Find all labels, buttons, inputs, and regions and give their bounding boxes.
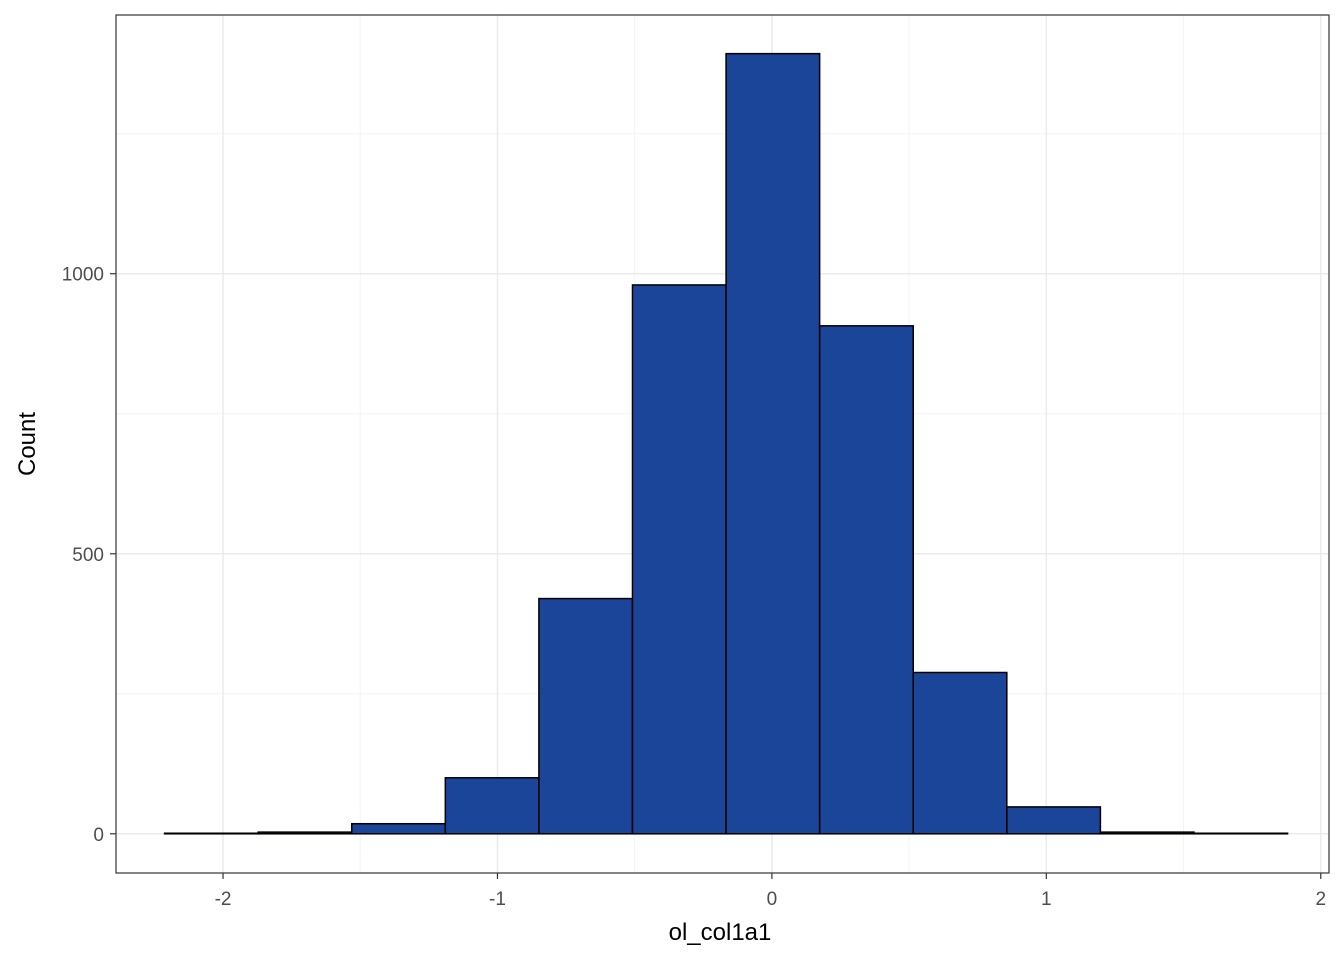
y-tick-label: 500 (72, 545, 104, 566)
y-axis-title: Count (14, 412, 41, 476)
histogram-bar (1006, 806, 1102, 835)
histogram-bar (444, 777, 540, 835)
x-tick-label: -2 (215, 889, 232, 910)
histogram-bar (818, 325, 914, 835)
histogram-bar (912, 671, 1008, 835)
panel-border (115, 14, 1330, 874)
histogram-bar (350, 822, 447, 835)
histogram-bar (163, 832, 259, 835)
histogram-bar (257, 831, 353, 835)
x-axis-title: ol_col1a1 (669, 919, 772, 946)
y-tick-label: 1000 (62, 265, 104, 286)
x-axis-ticks: -2 -1 0 1 2 (215, 873, 1326, 910)
histogram-bar (538, 597, 634, 835)
x-tick-label: 2 (1315, 889, 1326, 910)
histogram-bars (163, 52, 1289, 835)
x-tick-label: -1 (489, 889, 506, 910)
x-tick-label: 0 (767, 889, 778, 910)
x-tick-label: 1 (1041, 889, 1052, 910)
y-tick-label: 0 (93, 825, 104, 846)
y-axis-ticks: 0 500 1000 (62, 265, 116, 846)
histogram-bar (725, 52, 821, 835)
histogram-bar (1099, 831, 1195, 835)
histogram-bar (1193, 832, 1289, 835)
histogram-bar (631, 284, 727, 835)
